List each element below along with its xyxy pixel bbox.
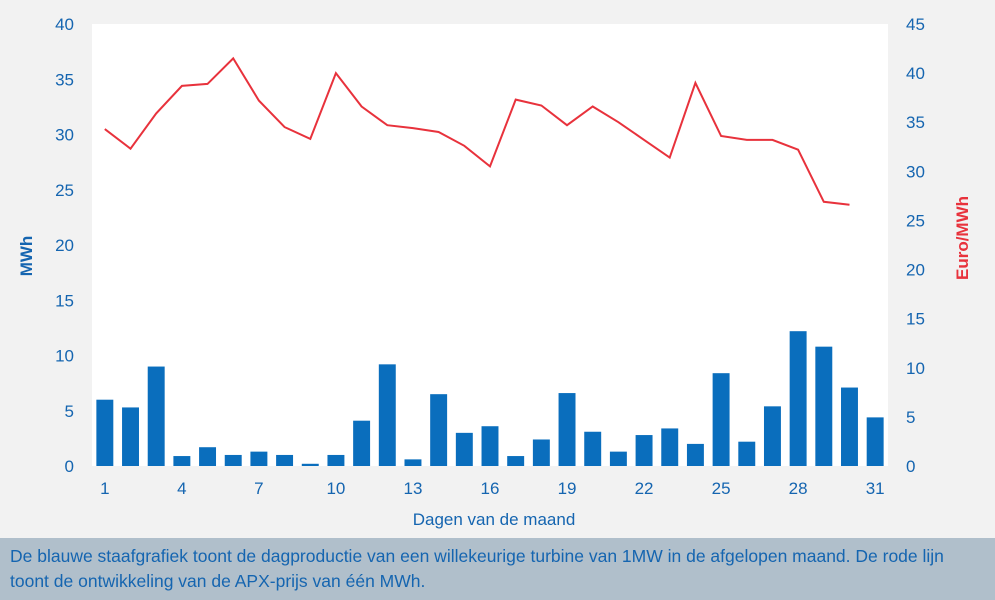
production-bars [96, 331, 884, 466]
right-tick-label: 5 [906, 408, 915, 427]
left-axis-ticks: 0 5 10 15 20 25 30 35 40 [55, 15, 74, 476]
production-bar [455, 432, 473, 466]
x-tick-label: 4 [177, 479, 186, 498]
left-tick-label: 40 [55, 15, 74, 34]
x-tick-label: 7 [254, 479, 263, 498]
production-bar [635, 435, 653, 466]
production-bar [815, 346, 833, 466]
left-axis-title: MWh [17, 236, 36, 277]
production-bar [250, 451, 268, 466]
right-tick-label: 25 [906, 211, 925, 230]
production-bar [609, 451, 627, 466]
production-bar [301, 463, 319, 466]
production-bar [532, 439, 550, 466]
apx-price-line [104, 56, 850, 206]
right-tick-label: 20 [906, 261, 925, 280]
left-tick-label: 25 [55, 181, 74, 200]
production-bar [584, 431, 602, 466]
production-bar [404, 459, 422, 466]
production-bar [224, 454, 242, 466]
x-axis-ticks: 1 4 7 10 13 16 19 22 25 28 31 [100, 479, 885, 498]
production-bar [712, 373, 730, 466]
left-tick-label: 5 [65, 402, 74, 421]
production-bar [353, 420, 371, 466]
production-bar [276, 454, 294, 466]
production-bar [481, 426, 499, 466]
production-bar [147, 366, 165, 466]
right-tick-label: 10 [906, 359, 925, 378]
right-tick-label: 45 [906, 15, 925, 34]
x-tick-label: 16 [481, 479, 500, 498]
right-tick-label: 30 [906, 162, 925, 181]
x-tick-label: 10 [326, 479, 345, 498]
chart-caption: De blauwe staafgrafiek toont de dagprodu… [0, 538, 995, 600]
x-tick-label: 1 [100, 479, 109, 498]
production-bar [789, 331, 807, 466]
production-bar [866, 417, 884, 466]
left-tick-label: 20 [55, 236, 74, 255]
x-axis-title: Dagen van de maand [413, 510, 576, 529]
production-bar [738, 441, 756, 466]
left-tick-label: 10 [55, 347, 74, 366]
production-bar [558, 393, 576, 466]
left-tick-label: 0 [65, 457, 74, 476]
production-bar [173, 456, 191, 466]
right-tick-label: 0 [906, 457, 915, 476]
production-bar [430, 394, 448, 466]
production-bar [507, 456, 525, 466]
right-tick-label: 40 [906, 64, 925, 83]
right-tick-label: 35 [906, 113, 925, 132]
production-bar [199, 447, 217, 466]
x-tick-label: 31 [866, 479, 885, 498]
right-axis-title: Euro/MWh [953, 196, 972, 280]
production-bar [378, 364, 396, 466]
x-tick-label: 19 [558, 479, 577, 498]
x-tick-label: 22 [635, 479, 654, 498]
left-tick-label: 30 [55, 126, 74, 145]
production-bar [122, 407, 139, 466]
production-bar [327, 454, 345, 466]
production-bar [661, 428, 679, 466]
plot-background [92, 24, 888, 466]
right-axis-ticks: 0 5 10 15 20 25 30 35 40 45 [906, 15, 925, 476]
right-tick-label: 15 [906, 310, 925, 329]
x-tick-label: 25 [712, 479, 731, 498]
production-bar [686, 443, 704, 466]
left-tick-label: 15 [55, 291, 74, 310]
x-tick-label: 13 [404, 479, 423, 498]
production-bar [841, 387, 858, 466]
x-tick-label: 28 [789, 479, 808, 498]
left-tick-label: 35 [55, 70, 74, 89]
production-bar [763, 406, 781, 466]
production-bar [96, 399, 114, 466]
